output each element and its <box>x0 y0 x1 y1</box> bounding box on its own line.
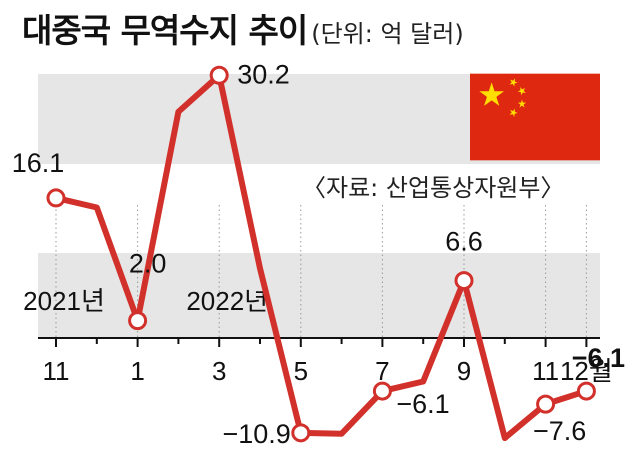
china-flag-icon <box>470 73 600 161</box>
x-tick-label: 12월 <box>560 356 613 386</box>
flag-star <box>509 78 518 87</box>
chart-band-mid <box>38 253 600 339</box>
chart-title-block: 대중국 무역수지 추이 (단위: 억 달러) <box>22 4 464 52</box>
data-point <box>46 188 66 208</box>
data-label: 6.6 <box>445 227 483 257</box>
x-tick-label: 3 <box>212 356 226 386</box>
chart-title: 대중국 무역수지 추이 <box>22 11 308 50</box>
data-label: 30.2 <box>237 59 290 89</box>
flag-star <box>517 87 526 96</box>
x-tick-label: 11 <box>532 356 559 386</box>
data-point <box>454 271 474 291</box>
series-line <box>53 72 590 442</box>
data-point <box>209 65 229 85</box>
flag-field <box>470 73 600 161</box>
data-label: 16.1 <box>12 148 65 178</box>
data-point <box>576 381 596 401</box>
chart-source: 〈자료: 산업통상자원부〉 <box>302 174 565 202</box>
flag-star <box>479 82 505 106</box>
data-point <box>372 381 392 401</box>
chart-unit: (단위: 억 달러) <box>311 20 464 48</box>
x-tick-label: 9 <box>457 356 471 386</box>
flag-star <box>509 108 518 117</box>
year-label: 2021년 <box>23 286 105 316</box>
flag-star <box>517 99 527 108</box>
data-label: 2.0 <box>129 249 167 279</box>
flag-stars <box>479 78 527 117</box>
data-label: −10.9 <box>222 419 290 449</box>
year-label: 2022년 <box>186 286 268 316</box>
data-label: −7.6 <box>533 416 586 446</box>
data-point <box>536 394 556 414</box>
data-point <box>291 423 311 443</box>
x-tick-label: 7 <box>375 356 389 386</box>
x-tick-label: 11 <box>43 356 70 386</box>
x-tick-label: 1 <box>130 356 144 386</box>
data-label: −6.1 <box>396 389 449 419</box>
x-tick-label: 5 <box>294 356 308 386</box>
data-point <box>128 311 148 331</box>
data-label: −6.1 <box>572 343 625 373</box>
